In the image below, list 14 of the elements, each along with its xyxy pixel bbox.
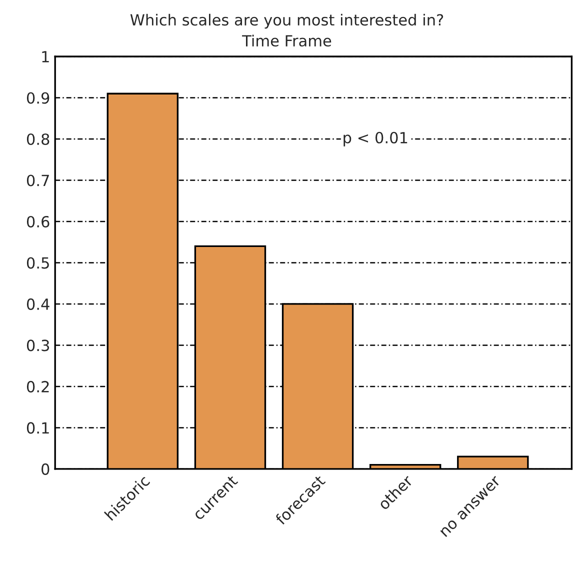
y-tick-label: 0.3	[26, 340, 50, 352]
y-tick-label: 1	[42, 51, 49, 62]
y-tick-label: 0.8	[26, 133, 50, 146]
y-tick-label: 0	[42, 463, 50, 475]
y-tick-label: 0.1	[26, 422, 49, 434]
y-tick-label: 0.2	[26, 380, 49, 392]
y-tick-label: 0.4	[26, 298, 50, 310]
y-tick-label: 0.7	[26, 174, 49, 186]
y-tick-label: 0.5	[26, 257, 49, 269]
y-tick-label: 0.9	[26, 92, 50, 104]
chart-title: Which scales are you most interested in?	[130, 14, 444, 29]
chart-subtitle: Time Frame	[242, 34, 332, 47]
annotation: p < 0.01	[344, 132, 408, 146]
y-tick-label: 0.6	[26, 216, 50, 228]
